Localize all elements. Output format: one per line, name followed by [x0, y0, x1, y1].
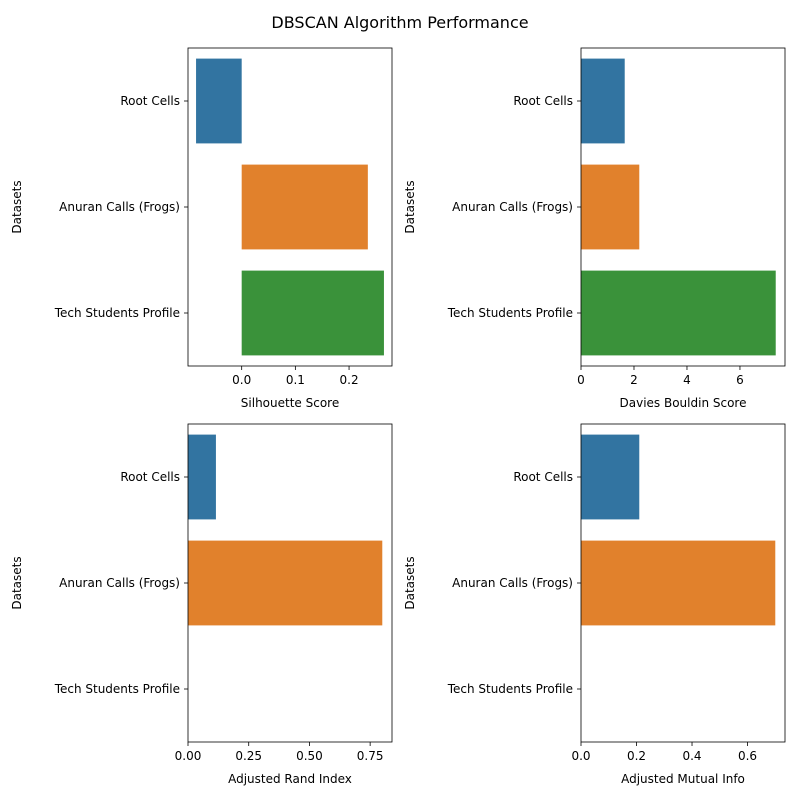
bar-anuran-calls-frogs: [241, 164, 368, 250]
y-tick-label: Anuran Calls (Frogs): [452, 576, 573, 590]
chart-panel-3: Root Cells Anuran Calls (Frogs) Tech Stude…: [10, 423, 393, 786]
y-axis-label: Datasets: [403, 180, 417, 233]
x-tick-label: 4: [683, 373, 691, 387]
bar-root-cells: [581, 434, 640, 520]
x-axis-label: Adjusted Mutual Info: [621, 772, 745, 786]
bar-anuran-calls-frogs: [188, 540, 383, 626]
x-tick-label: 0.25: [235, 749, 262, 763]
x-tick-label: 0: [577, 373, 585, 387]
x-tick-label: 0.2: [340, 373, 359, 387]
y-axis-label: Datasets: [10, 180, 24, 233]
y-tick-label: Root Cells: [513, 470, 573, 484]
chart-panel-1: Root Cells Anuran Calls (Frogs) Tech Stude…: [10, 47, 393, 410]
axes-frame: [580, 423, 786, 743]
y-axis-label: Datasets: [403, 556, 417, 609]
x-tick-label: 0.1: [286, 373, 305, 387]
x-tick-label: 2: [630, 373, 638, 387]
x-tick-label: 0.6: [738, 749, 757, 763]
chart-panel-2: Root Cells Anuran Calls (Frogs) Tech Stude…: [403, 47, 786, 410]
y-tick-label: Tech Students Profile: [54, 306, 180, 320]
x-tick-label: 0.0: [232, 373, 251, 387]
x-tick-label: 0.00: [175, 749, 202, 763]
bar-anuran-calls-frogs: [581, 164, 640, 250]
bar-tech-students-profile: [581, 270, 776, 356]
bar-tech-students-profile: [241, 270, 384, 356]
y-axis-label: Datasets: [10, 556, 24, 609]
y-tick-label: Root Cells: [120, 470, 180, 484]
chart-panel-4: Root Cells Anuran Calls (Frogs) Tech Stude…: [403, 423, 786, 786]
y-tick-label: Root Cells: [513, 94, 573, 108]
x-tick-label: 0.75: [357, 749, 384, 763]
y-tick-label: Anuran Calls (Frogs): [59, 576, 180, 590]
x-axis-label: Silhouette Score: [241, 396, 339, 410]
bar-root-cells: [196, 58, 242, 144]
axes-frame: [187, 47, 393, 367]
y-tick-label: Tech Students Profile: [447, 306, 573, 320]
y-tick-label: Tech Students Profile: [54, 682, 180, 696]
axes-frame: [187, 423, 393, 743]
x-axis-label: Davies Bouldin Score: [620, 396, 747, 410]
y-tick-label: Anuran Calls (Frogs): [59, 200, 180, 214]
bar-root-cells: [188, 434, 216, 520]
y-tick-label: Tech Students Profile: [447, 682, 573, 696]
x-tick-label: 0.2: [627, 749, 646, 763]
bar-anuran-calls-frogs: [581, 540, 776, 626]
y-tick-label: Root Cells: [120, 94, 180, 108]
bar-root-cells: [581, 58, 625, 144]
axes-frame: [580, 47, 786, 367]
x-axis-label: Adjusted Rand Index: [228, 772, 352, 786]
x-tick-label: 6: [736, 373, 744, 387]
x-tick-label: 0.4: [682, 749, 701, 763]
y-tick-label: Anuran Calls (Frogs): [452, 200, 573, 214]
x-tick-label: 0.50: [296, 749, 323, 763]
x-tick-label: 0.0: [571, 749, 590, 763]
figure-title: DBSCAN Algorithm Performance: [271, 13, 528, 32]
